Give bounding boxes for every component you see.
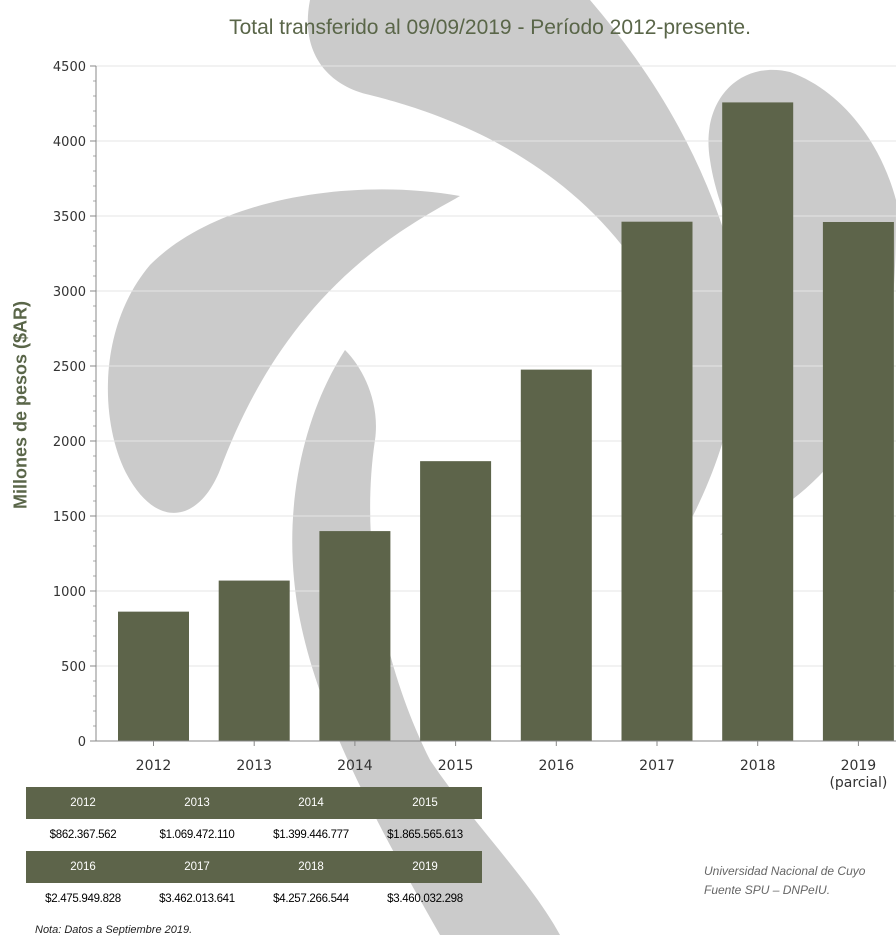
source-reference: Fuente SPU – DNPeIU. [704,883,831,897]
table-year-cell: 2013 [140,787,254,819]
y-tick-label: 0 [78,735,86,750]
table-year-cell: 2019 [368,851,482,883]
table-value-row: $2.475.949.828 $3.462.013.641 $4.257.266… [26,883,482,915]
bar [118,611,189,741]
x-tick-label: 2012 [136,758,172,774]
bar [218,580,290,741]
table-header-row: 2012 2013 2014 2015 [26,787,482,819]
y-tick-label: 4000 [53,135,86,150]
table-year-cell: 2016 [26,851,140,883]
source-institution: Universidad Nacional de Cuyo [704,864,866,878]
x-axis: 2012 2013 2014 2015 2016 2017 2018 2019 (parcial… [96,740,896,791]
table-year-cell: 2017 [140,851,254,883]
table-year-cell: 2018 [254,851,368,883]
x-tick-label: 2013 [236,758,272,774]
bar [822,222,894,741]
y-tick-label: 4500 [53,60,86,75]
bars [118,102,894,741]
y-axis-label: Millones de pesos ($AR) [10,300,31,510]
table-value-cell: $3.462.013.641 [159,893,235,905]
y-tick-label: 2000 [53,435,86,450]
table-header-row: 2016 2017 2018 2019 [26,851,482,883]
table-value-cell: $862.367.562 [49,829,117,841]
table-value-cell: $1.865.565.613 [387,829,463,841]
values-table: 2012 2013 2014 2015 $862.367.562 $1.069.… [26,787,482,915]
y-tick-label: 3500 [53,210,86,225]
x-tick-label: 2016 [538,758,574,774]
table-value-cell: $1.069.472.110 [159,829,235,841]
bar [520,369,592,741]
y-axis: 0 500 1000 1500 2000 2500 3000 3500 4000 4500 [53,60,97,750]
source-credit: Universidad Nacional de Cuyo Fuente SPU … [704,862,865,900]
bar [319,531,391,741]
y-tick-label: 3000 [53,285,86,300]
y-tick-label: 1500 [53,510,86,525]
table-value-cell: $1.399.446.777 [273,829,349,841]
chart-title: Total transferido al 09/09/2019 - Períod… [229,16,751,39]
x-tick-label: 2019 (parcial) [829,758,887,791]
table-value-row: $862.367.562 $1.069.472.110 $1.399.446.7… [26,819,482,851]
table-value-cell: $4.257.266.544 [273,893,349,905]
x-tick-label: 2014 [337,758,373,774]
table-year-cell: 2012 [26,787,140,819]
x-tick-label: 2015 [438,758,474,774]
x-tick-label: 2018 [740,758,776,774]
table-year-cell: 2014 [254,787,368,819]
x-tick-label: 2017 [639,758,675,774]
y-tick-label: 2500 [53,360,86,375]
y-tick-label: 500 [61,660,86,675]
bar [621,221,693,741]
data-note: Nota: Datos a Septiembre 2019. [35,924,193,936]
bar [420,461,492,741]
table-year-cell: 2015 [368,787,482,819]
bar [722,102,794,741]
table-value-cell: $3.460.032.298 [387,893,463,905]
y-tick-label: 1000 [53,585,86,600]
table-value-cell: $2.475.949.828 [45,893,121,905]
